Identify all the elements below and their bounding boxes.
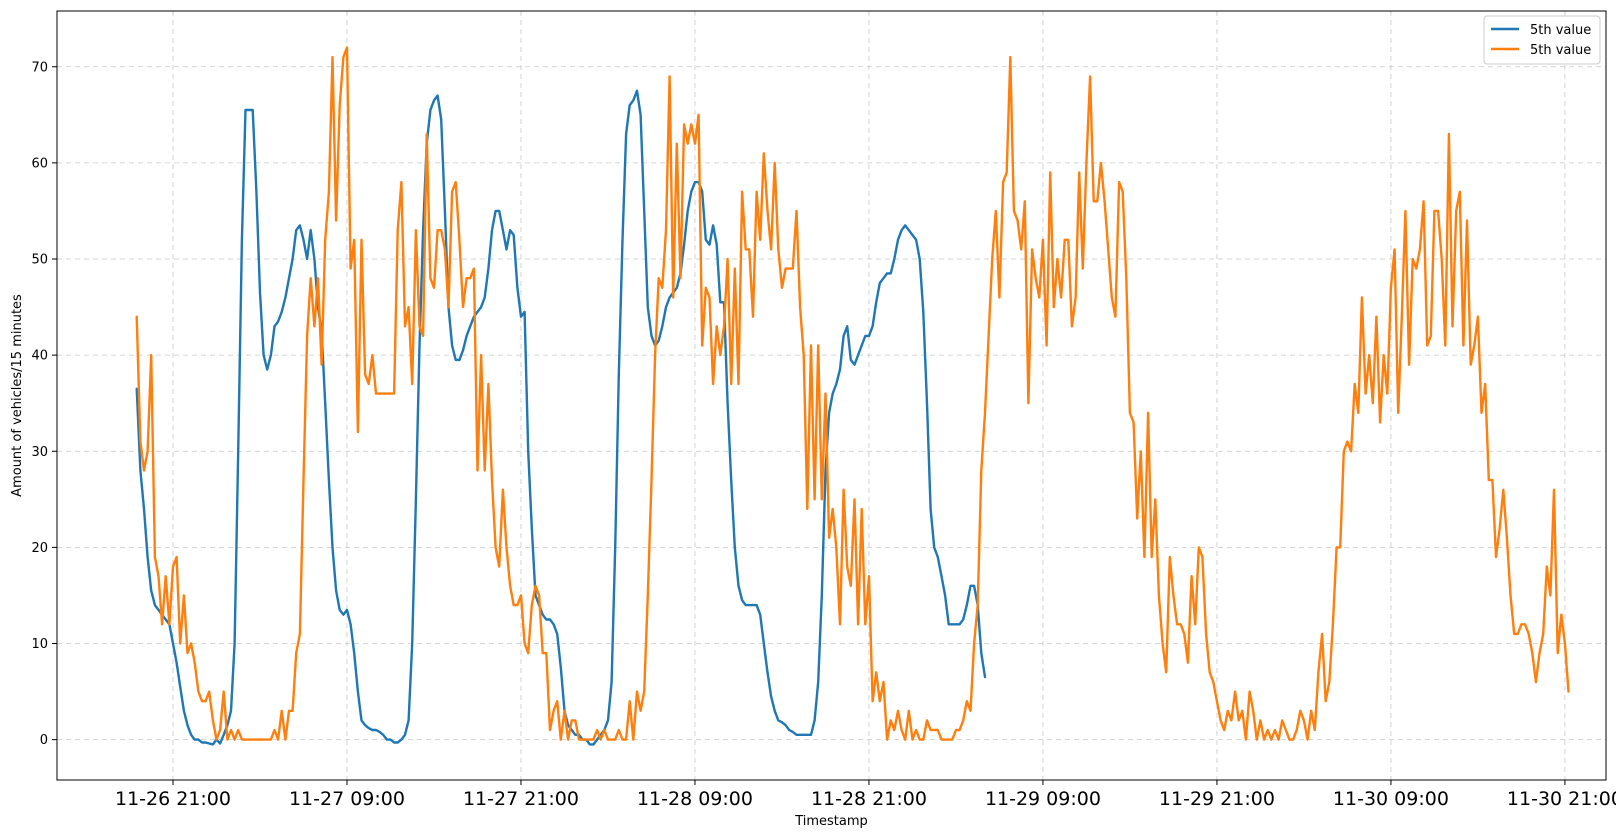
x-tick-label: 11-29 21:00 xyxy=(1159,788,1275,810)
x-tick-label: 11-30 21:00 xyxy=(1507,788,1616,810)
x-tick-label: 11-27 09:00 xyxy=(289,788,405,810)
series-line-1 xyxy=(135,89,987,746)
x-tick-label: 11-30 09:00 xyxy=(1333,788,1449,810)
x-tick-label: 11-28 21:00 xyxy=(811,788,927,810)
legend-label-series-2: 5th value xyxy=(1530,43,1591,58)
x-tick-label: 11-28 09:00 xyxy=(637,788,753,810)
y-axis-label: Amount of vehicles/15 minutes xyxy=(10,294,25,497)
x-tick-label: 11-29 09:00 xyxy=(985,788,1101,810)
y-tick-label: 10 xyxy=(31,637,48,652)
y-tick-label: 40 xyxy=(31,349,48,364)
legend: 5th value 5th value xyxy=(1483,15,1601,65)
x-axis-ticks: 11-26 21:00 11-27 09:00 11-27 21:00 11-28 0… xyxy=(115,780,1616,810)
y-tick-label: 70 xyxy=(31,60,48,75)
x-axis-label: Timestamp xyxy=(794,814,868,829)
y-axis-ticks: 0 10 20 30 40 50 60 70 xyxy=(31,60,57,748)
legend-label-series-1: 5th value xyxy=(1530,23,1591,38)
x-tick-label: 11-27 21:00 xyxy=(463,788,579,810)
y-tick-label: 0 xyxy=(40,733,48,748)
y-tick-label: 20 xyxy=(31,541,48,556)
series-line-2 xyxy=(135,46,1570,741)
y-tick-label: 50 xyxy=(31,253,48,268)
x-tick-label: 11-26 21:00 xyxy=(115,788,231,810)
y-tick-label: 30 xyxy=(31,445,48,460)
series-lines xyxy=(135,46,1570,746)
y-tick-label: 60 xyxy=(31,156,48,171)
plot-frame xyxy=(56,10,1607,781)
